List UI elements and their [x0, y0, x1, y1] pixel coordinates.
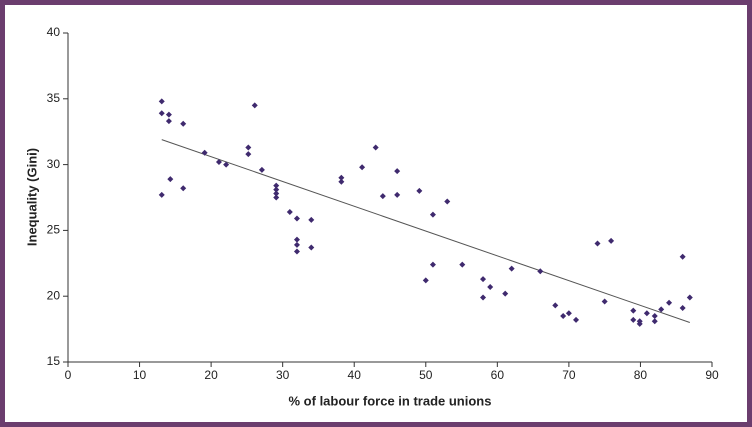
y-tick-label: 35	[47, 91, 61, 105]
point	[565, 310, 572, 317]
point	[508, 265, 515, 272]
point	[338, 178, 345, 185]
point	[180, 185, 187, 192]
point	[459, 261, 466, 268]
point	[167, 176, 174, 183]
point	[651, 318, 658, 325]
point	[293, 236, 300, 243]
point	[594, 240, 601, 247]
point	[601, 298, 608, 305]
point	[165, 118, 172, 125]
point	[158, 98, 165, 105]
x-tick-label: 60	[491, 368, 505, 382]
point	[480, 276, 487, 283]
x-tick-label: 20	[204, 368, 218, 382]
point	[651, 312, 658, 319]
point	[273, 190, 280, 197]
point	[444, 198, 451, 205]
point	[502, 290, 509, 297]
point	[180, 120, 187, 127]
point	[379, 193, 386, 200]
point	[630, 307, 637, 314]
x-tick-label: 0	[65, 368, 72, 382]
point	[429, 261, 436, 268]
point	[394, 168, 401, 175]
x-tick-label: 10	[133, 368, 147, 382]
trend-line	[161, 139, 690, 323]
x-axis-title: % of labour force in trade unions	[289, 393, 492, 408]
point	[286, 208, 293, 215]
point	[359, 164, 366, 171]
point	[679, 253, 686, 260]
point	[372, 144, 379, 151]
point	[679, 305, 686, 312]
y-tick-label: 40	[47, 25, 61, 39]
point	[258, 166, 265, 173]
x-tick-label: 70	[562, 368, 576, 382]
point	[429, 211, 436, 218]
point	[394, 191, 401, 198]
point	[158, 191, 165, 198]
y-tick-label: 15	[47, 354, 61, 368]
y-tick-label: 20	[47, 288, 61, 302]
point	[560, 312, 567, 319]
y-tick-label: 25	[47, 223, 61, 237]
point	[158, 110, 165, 117]
point	[273, 194, 280, 201]
point	[201, 149, 208, 156]
point	[293, 248, 300, 255]
point	[636, 320, 643, 327]
point	[215, 158, 222, 165]
y-tick-label: 30	[47, 157, 61, 171]
point	[416, 187, 423, 194]
x-tick-label: 90	[705, 368, 719, 382]
point	[308, 244, 315, 251]
point	[223, 161, 230, 168]
point	[338, 174, 345, 181]
y-axis-title: Inequality (Gini)	[24, 148, 39, 246]
point	[537, 268, 544, 275]
point	[293, 215, 300, 222]
x-tick-label: 50	[419, 368, 433, 382]
point	[273, 182, 280, 189]
point	[630, 316, 637, 323]
point	[245, 151, 252, 158]
point	[308, 216, 315, 223]
point	[573, 316, 580, 323]
point	[245, 144, 252, 151]
point	[608, 237, 615, 244]
x-tick-label: 80	[634, 368, 648, 382]
point	[658, 306, 665, 313]
point	[251, 102, 258, 109]
point	[480, 294, 487, 301]
point	[686, 294, 693, 301]
point	[422, 277, 429, 284]
point	[643, 310, 650, 317]
x-tick-label: 40	[348, 368, 362, 382]
point	[487, 283, 494, 290]
point	[666, 299, 673, 306]
point	[293, 241, 300, 248]
point	[165, 111, 172, 118]
point	[552, 302, 559, 309]
point	[273, 186, 280, 193]
x-tick-label: 30	[276, 368, 290, 382]
